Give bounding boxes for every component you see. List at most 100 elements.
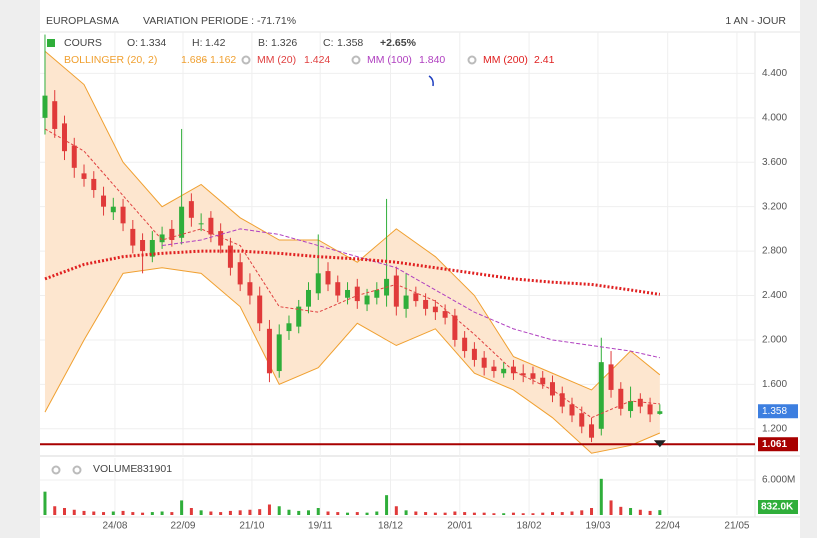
candle-body <box>491 366 497 372</box>
volume-bar <box>170 512 174 515</box>
volume-bar <box>92 511 96 515</box>
volume-bar <box>248 509 252 515</box>
candle-body <box>247 282 253 296</box>
level-label: 1.061 <box>762 439 787 450</box>
candle-body <box>130 228 136 246</box>
chart-title: EUROPLASMA <box>46 15 119 27</box>
cours-icon <box>47 39 55 47</box>
candle-body <box>315 273 321 294</box>
candle-body <box>540 377 546 385</box>
volume-bar <box>355 512 359 515</box>
volume-bar <box>609 500 613 515</box>
candle-body <box>393 275 399 307</box>
gear[interactable] <box>351 55 361 65</box>
gear[interactable] <box>467 55 477 65</box>
volume-bar <box>404 510 408 515</box>
volume-bar <box>619 506 623 515</box>
candle-body <box>81 173 87 179</box>
volume-bar <box>199 510 203 515</box>
candle-body <box>305 289 311 307</box>
volume-bar <box>560 512 564 515</box>
volume-bar <box>433 512 437 515</box>
candle-body <box>345 289 351 298</box>
volume-bar <box>111 511 115 515</box>
x-tick-label: 24/08 <box>102 521 127 532</box>
volume-bar <box>511 512 515 515</box>
volume-bar <box>385 495 389 515</box>
last-price-box <box>758 404 798 419</box>
volume-bar <box>453 511 457 515</box>
last-price-label: 1.358 <box>762 406 787 417</box>
moving-average <box>44 249 661 296</box>
change: +2.65% <box>380 37 417 49</box>
volume-bar <box>277 506 281 515</box>
x-tick-label: 18/02 <box>517 521 542 532</box>
candle-body <box>227 245 233 268</box>
volume-bar <box>492 513 496 515</box>
x-tick-label: 18/12 <box>378 521 403 532</box>
candle-body <box>149 240 155 257</box>
volume-bar <box>638 509 642 515</box>
volume-bar <box>209 511 213 515</box>
volume-bar <box>599 478 603 515</box>
volume-bar <box>346 512 350 515</box>
bollinger-sep: - <box>203 54 207 66</box>
legend-value: 1.840 <box>419 54 445 66</box>
legend-item: MM (20) <box>257 54 296 66</box>
volume-bar <box>82 510 86 515</box>
candle-body <box>647 404 653 415</box>
gear-icons <box>51 55 477 475</box>
bollinger-upper: 1.686 <box>181 54 207 66</box>
y-tick-label: 6.000M <box>762 475 795 486</box>
cours-label: COURS <box>64 37 102 49</box>
volume-bar <box>238 510 242 515</box>
candle-body <box>403 295 409 309</box>
bollinger-band <box>44 51 660 454</box>
volume-bar <box>580 510 584 515</box>
level-marker <box>653 440 666 448</box>
candle-body <box>501 368 507 374</box>
x-tick-label: 21/10 <box>239 521 264 532</box>
bollinger-lower-line <box>44 267 661 454</box>
period[interactable]: 1 AN - JOUR <box>725 15 786 27</box>
candle-body <box>110 206 116 213</box>
close-icon[interactable] <box>51 465 61 475</box>
candle-body <box>179 206 185 238</box>
candle-body <box>520 373 526 376</box>
volume-bar <box>394 506 398 515</box>
volume-bar <box>62 507 66 515</box>
y-tick-label: 3.200 <box>762 201 787 212</box>
candle-body <box>481 357 487 368</box>
candle-body <box>462 337 468 352</box>
candle-body <box>549 382 555 396</box>
candle-body <box>364 295 370 305</box>
volume-bar <box>219 512 223 515</box>
volume-bar <box>53 506 57 515</box>
volume-bar <box>131 512 135 515</box>
gear[interactable] <box>72 465 82 475</box>
candle-body <box>530 373 536 379</box>
y-tick-label: 4.000 <box>762 112 787 123</box>
volume-bar <box>648 510 652 515</box>
volume-bar <box>629 507 633 515</box>
volume-bar <box>306 510 310 515</box>
volume-bar <box>472 512 476 515</box>
volume-bar <box>443 512 447 515</box>
candle-body <box>452 315 458 340</box>
candle-body <box>237 262 243 285</box>
candle-body <box>296 306 302 327</box>
moving-average <box>162 228 660 359</box>
gear[interactable] <box>241 55 251 65</box>
candle-body <box>618 388 624 409</box>
candle-body <box>598 362 604 429</box>
candle-body <box>266 328 272 374</box>
volume-bar <box>550 512 554 515</box>
candle-body <box>569 404 575 416</box>
candle-body <box>286 323 292 332</box>
volume-bar <box>658 510 662 515</box>
volume-bar <box>297 510 301 515</box>
last-volume-box <box>758 500 798 514</box>
candle-body <box>91 178 97 191</box>
volume-bar <box>375 511 379 515</box>
volume-bar <box>258 509 262 515</box>
